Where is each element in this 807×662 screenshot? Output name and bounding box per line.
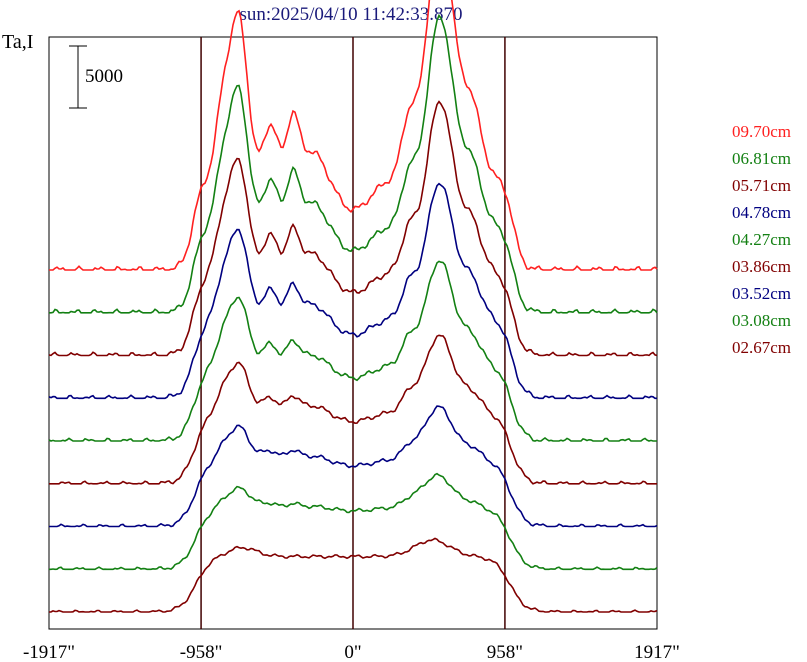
legend-entry-09.70cm: 09.70cm: [732, 122, 791, 141]
series-line-04.27cm: [48, 260, 657, 442]
series-line-03.86cm: [49, 334, 657, 485]
x-tick-label-1: -958": [180, 642, 223, 662]
series-line-06.81cm: [49, 13, 658, 314]
scale-bar-label: 5000: [85, 66, 123, 87]
series-curves: [48, 0, 658, 613]
legend: 09.70cm 06.81cm 05.71cm 04.78cm 04.27cm 03.86…: [732, 122, 791, 357]
x-tick-label-2: 0": [344, 642, 361, 662]
x-tick-labels: -1917" -958" 0" 958" 1917": [23, 642, 680, 662]
series-line-09.70cm: [49, 0, 658, 271]
legend-entry-06.81cm: 06.81cm: [732, 149, 791, 168]
x-tick-label-0: -1917": [23, 642, 75, 662]
series-line-05.71cm: [48, 100, 658, 357]
scale-bar: 5000: [69, 45, 123, 109]
series-line-04.78cm: [48, 182, 657, 400]
legend-entry-03.86cm: 03.86cm: [732, 257, 791, 276]
legend-entry-02.67cm: 02.67cm: [732, 338, 791, 357]
legend-entry-05.71cm: 05.71cm: [732, 176, 791, 195]
legend-entry-03.52cm: 03.52cm: [732, 284, 791, 303]
series-line-02.67cm: [48, 537, 658, 613]
x-tick-label-4: 1917": [634, 642, 680, 662]
legend-entry-04.27cm: 04.27cm: [732, 230, 791, 249]
series-line-03.08cm: [49, 472, 658, 571]
legend-entry-03.08cm: 03.08cm: [732, 311, 791, 330]
legend-entry-04.78cm: 04.78cm: [732, 203, 791, 222]
chart-title: sun:2025/04/10 11:42:33.870: [239, 4, 462, 25]
x-tick-label-3: 958": [487, 642, 523, 662]
y-axis-label: Ta,I: [2, 31, 33, 53]
series-line-03.52cm: [49, 405, 658, 528]
